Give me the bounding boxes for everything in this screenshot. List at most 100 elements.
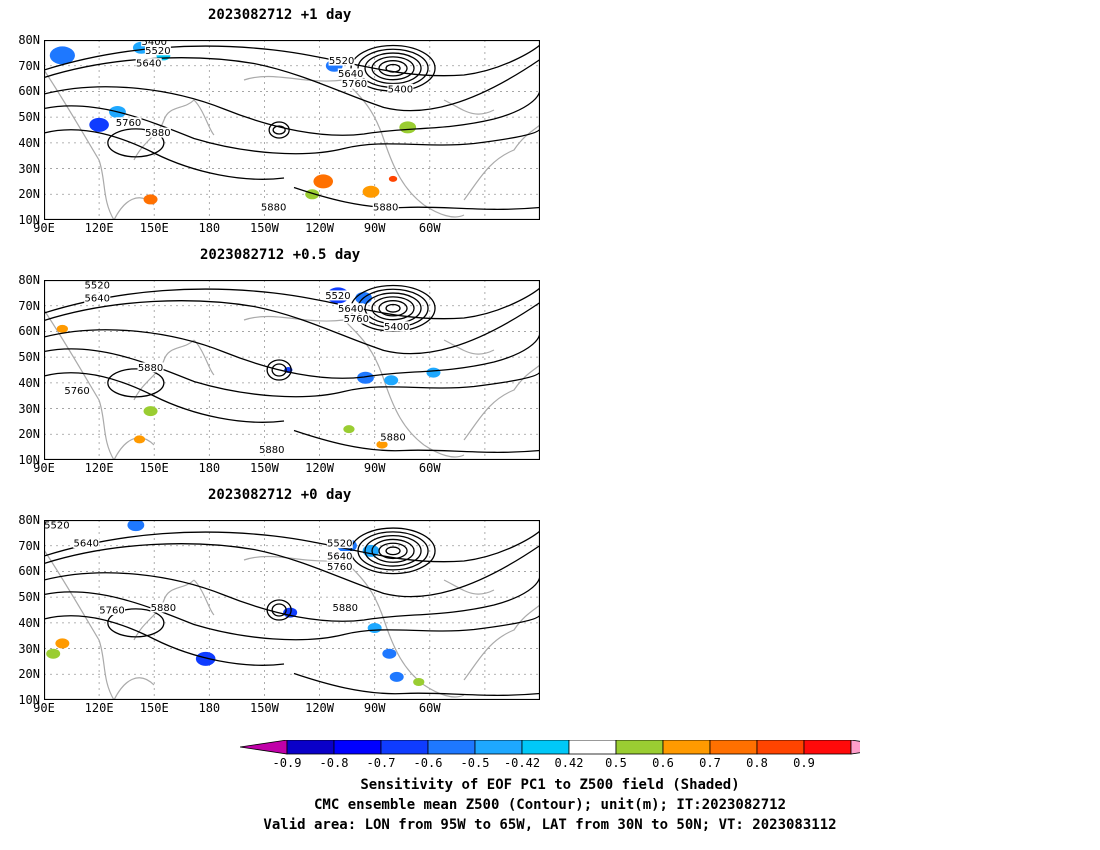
- coastline: [443, 579, 495, 595]
- sensitivity-patch: [195, 651, 216, 666]
- contour-label-bg: [324, 290, 351, 301]
- coastline: [44, 549, 115, 700]
- contour-label-bg: [387, 83, 414, 94]
- lat-tick-label: 20N: [18, 427, 40, 442]
- lon-tick-label: 90E: [33, 461, 55, 475]
- coastline: [133, 99, 195, 161]
- caption-contour: CMC ensemble mean Z500 (Contour); unit(m…: [313, 797, 786, 813]
- contour-label-bg: [137, 362, 164, 373]
- contour-label: 5880: [138, 363, 163, 374]
- coastline: [443, 339, 495, 355]
- coastline: [133, 579, 195, 641]
- colorbar-box: [521, 740, 570, 755]
- contour-label-bg: [343, 313, 370, 324]
- sensitivity-patch: [56, 324, 68, 333]
- coastline: [193, 99, 215, 136]
- colorbar-tick-label: 0.5: [605, 756, 627, 770]
- colorbar-tick-label: -0.8: [319, 756, 349, 770]
- colorbar-tick-label: -0.6: [413, 756, 443, 770]
- sensitivity-patch: [343, 425, 355, 434]
- sensitivity-patch: [388, 175, 398, 182]
- contour-label: 5760: [116, 118, 141, 129]
- contour-label: 5640: [338, 304, 363, 315]
- lat-tick-label: 30N: [18, 641, 40, 656]
- sensitivity-patch: [376, 440, 388, 449]
- contour-label-bg: [337, 303, 364, 314]
- contour-label-bg: [84, 293, 111, 303]
- contour-label: 5520: [44, 521, 69, 532]
- coastline: [463, 364, 540, 441]
- coastline: [463, 124, 540, 201]
- colorbar-box: [474, 740, 523, 755]
- lon-tick-label: 150E: [139, 701, 169, 715]
- lon-tick-label: 60W: [418, 461, 441, 475]
- lon-tick-label: 90W: [363, 701, 386, 715]
- lon-tick-label: 90W: [363, 461, 386, 475]
- contour-label-bg: [332, 602, 359, 613]
- lat-tick-label: 80N: [18, 273, 40, 287]
- contour-label-bg: [328, 55, 355, 66]
- sensitivity-patch: [133, 435, 146, 444]
- contour-label: 5640: [136, 59, 161, 70]
- coastline: [343, 559, 425, 686]
- contour-label: 5760: [64, 386, 89, 397]
- contour-label-bg: [141, 40, 168, 47]
- map-frame: [44, 280, 540, 460]
- sensitivity-patch: [367, 623, 382, 633]
- contour-label: 5880: [373, 203, 398, 214]
- map-panel-plus-0-day: 5520 5640 5520 5640 5760 5760 5880 5880: [44, 520, 540, 700]
- sensitivity-patch: [389, 671, 404, 682]
- colorbar-box: [286, 740, 335, 755]
- contour-label-bg: [341, 78, 368, 89]
- contour-label: 5880: [259, 445, 284, 456]
- colorbar-tick-label: 0.9: [793, 756, 815, 770]
- contour-label-bg: [326, 538, 353, 549]
- sensitivity-patch: [313, 174, 334, 189]
- coastline: [193, 579, 215, 616]
- sensitivity-patch: [399, 121, 417, 134]
- contour-label: 5760: [342, 79, 367, 90]
- sensitivity-patch: [384, 375, 399, 386]
- coastline: [423, 444, 465, 458]
- sensitivity-patch: [362, 185, 380, 198]
- coastline: [44, 309, 115, 460]
- sensitivity-patch: [127, 520, 145, 532]
- colorbar-tick-label: 0.6: [652, 756, 674, 770]
- contour-label-bg: [337, 68, 364, 79]
- contour-label: 5400: [388, 84, 413, 95]
- sensitivity-patch: [143, 406, 158, 417]
- map-panel-plus-0.5-day: 5520 5640 5520 5640 5760 5400 5880 5760 5880 5880: [44, 280, 540, 460]
- lon-tick-label: 150E: [139, 461, 169, 475]
- lat-tick-label: 70N: [18, 58, 40, 73]
- lat-tick-label: 80N: [18, 513, 40, 527]
- lon-tick-label: 150W: [249, 461, 279, 475]
- lat-tick-label: 60N: [18, 564, 40, 579]
- contour-label: 5640: [74, 539, 99, 550]
- lon-tick-label: 60W: [418, 701, 441, 715]
- colorbar-tick-label: -0.42: [503, 756, 541, 770]
- coastline: [343, 79, 425, 206]
- lon-tick-label: 60W: [418, 221, 441, 235]
- colorbar-high-triangle: [850, 740, 860, 755]
- contour-label-bg: [326, 551, 353, 561]
- contour-label: 5880: [261, 203, 286, 214]
- lon-tick-label: 180: [198, 701, 221, 715]
- lon-tick-label: 120W: [305, 461, 334, 475]
- contour-label-bg: [144, 127, 171, 138]
- contour-label-bg: [326, 561, 353, 572]
- colorbar-tick-label: 0.7: [699, 756, 721, 770]
- contour-label: 5520: [325, 291, 350, 302]
- contour-label: 5640: [338, 69, 363, 80]
- lon-tick-label: 180: [198, 221, 221, 235]
- lon-tick-label: 120E: [84, 701, 114, 715]
- contour-label-bg: [150, 602, 177, 613]
- sensitivity-patch: [143, 194, 158, 205]
- contour-label: 5520: [85, 281, 110, 292]
- contour-label: 5880: [333, 603, 358, 614]
- lon-tick-label: 120E: [84, 461, 114, 475]
- lat-tick-label: 10N: [18, 453, 40, 467]
- lat-tick-label: 70N: [18, 538, 40, 553]
- contour-label: 5640: [327, 552, 352, 563]
- sensitivity-patch: [382, 648, 397, 659]
- lon-tick-label: 90E: [33, 221, 55, 235]
